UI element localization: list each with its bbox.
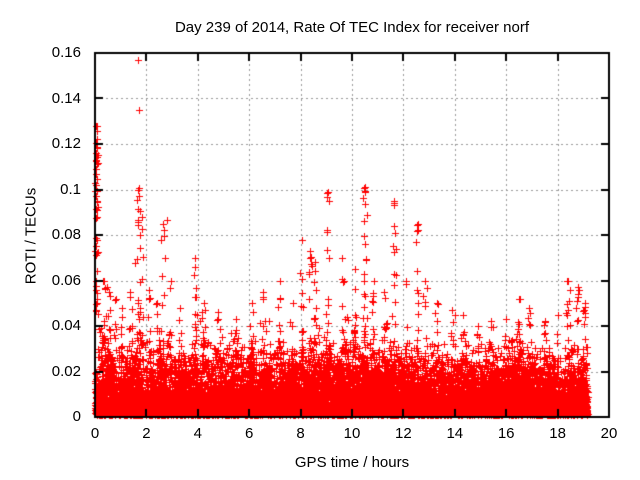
x-tick-label: 6	[245, 425, 254, 442]
chart-title: Day 239 of 2014, Rate Of TEC Index for r…	[174, 19, 530, 36]
x-tick-label: 4	[193, 425, 202, 442]
y-tick-label: 0.02	[51, 362, 81, 380]
x-tick-label: 10	[343, 425, 361, 442]
y-tick-label: 0.06	[51, 271, 81, 289]
x-tick-label: 0	[90, 425, 100, 442]
y-tick-label: 0.14	[51, 89, 81, 107]
y-tick-label: 0.08	[51, 226, 81, 243]
y-tick-label: 0.16	[51, 44, 81, 61]
x-tick-label: 18	[549, 425, 566, 442]
x-tick-label: 8	[296, 425, 305, 442]
y-tick-label: 0.1	[60, 180, 81, 198]
x-tick-label: 14	[446, 425, 464, 442]
y-tick-label: 0	[72, 408, 81, 425]
x-tick-label: 2	[142, 425, 151, 442]
x-tick-label: 20	[600, 425, 618, 442]
x-tick-label: 12	[395, 425, 412, 442]
x-axis-label: GPS time / hours	[294, 454, 410, 471]
y-tick-label: 0.04	[51, 317, 81, 334]
y-tick-label: 0.12	[51, 135, 81, 152]
x-tick-label: 16	[497, 425, 515, 442]
